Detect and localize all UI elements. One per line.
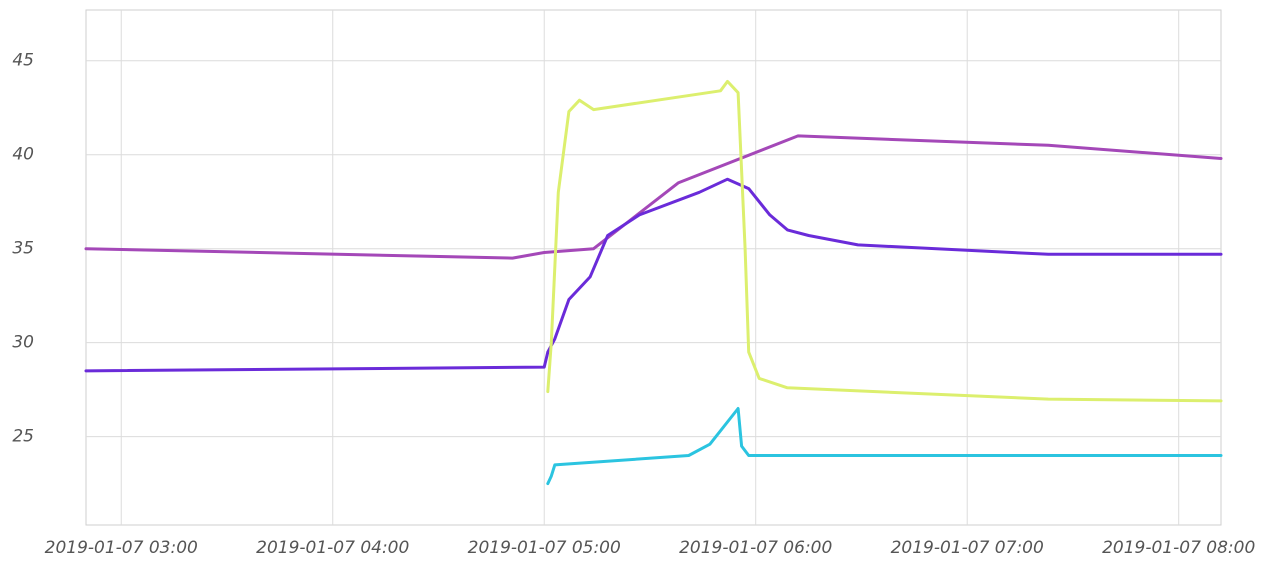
y-tick-label: 30 (12, 333, 34, 353)
line (84, 177, 1223, 373)
x-tick-label: 2019-01-07 04:00 (256, 538, 409, 558)
y-tick-label: 40 (12, 145, 34, 165)
x-tick-label: 2019-01-07 03:00 (45, 538, 198, 558)
plot-frame (85, 9, 1222, 526)
line (546, 407, 1223, 486)
x-tick-label: 2019-01-07 08:00 (1102, 538, 1255, 558)
y-tick-label: 35 (12, 239, 34, 259)
x-tick-label: 2019-01-07 06:00 (679, 538, 832, 558)
x-tick-label: 2019-01-07 07:00 (891, 538, 1044, 558)
x-tick-label: 2019-01-07 05:00 (468, 538, 621, 558)
y-tick-label: 25 (12, 427, 34, 447)
y-tick-label: 45 (12, 51, 34, 71)
line (546, 79, 1223, 403)
